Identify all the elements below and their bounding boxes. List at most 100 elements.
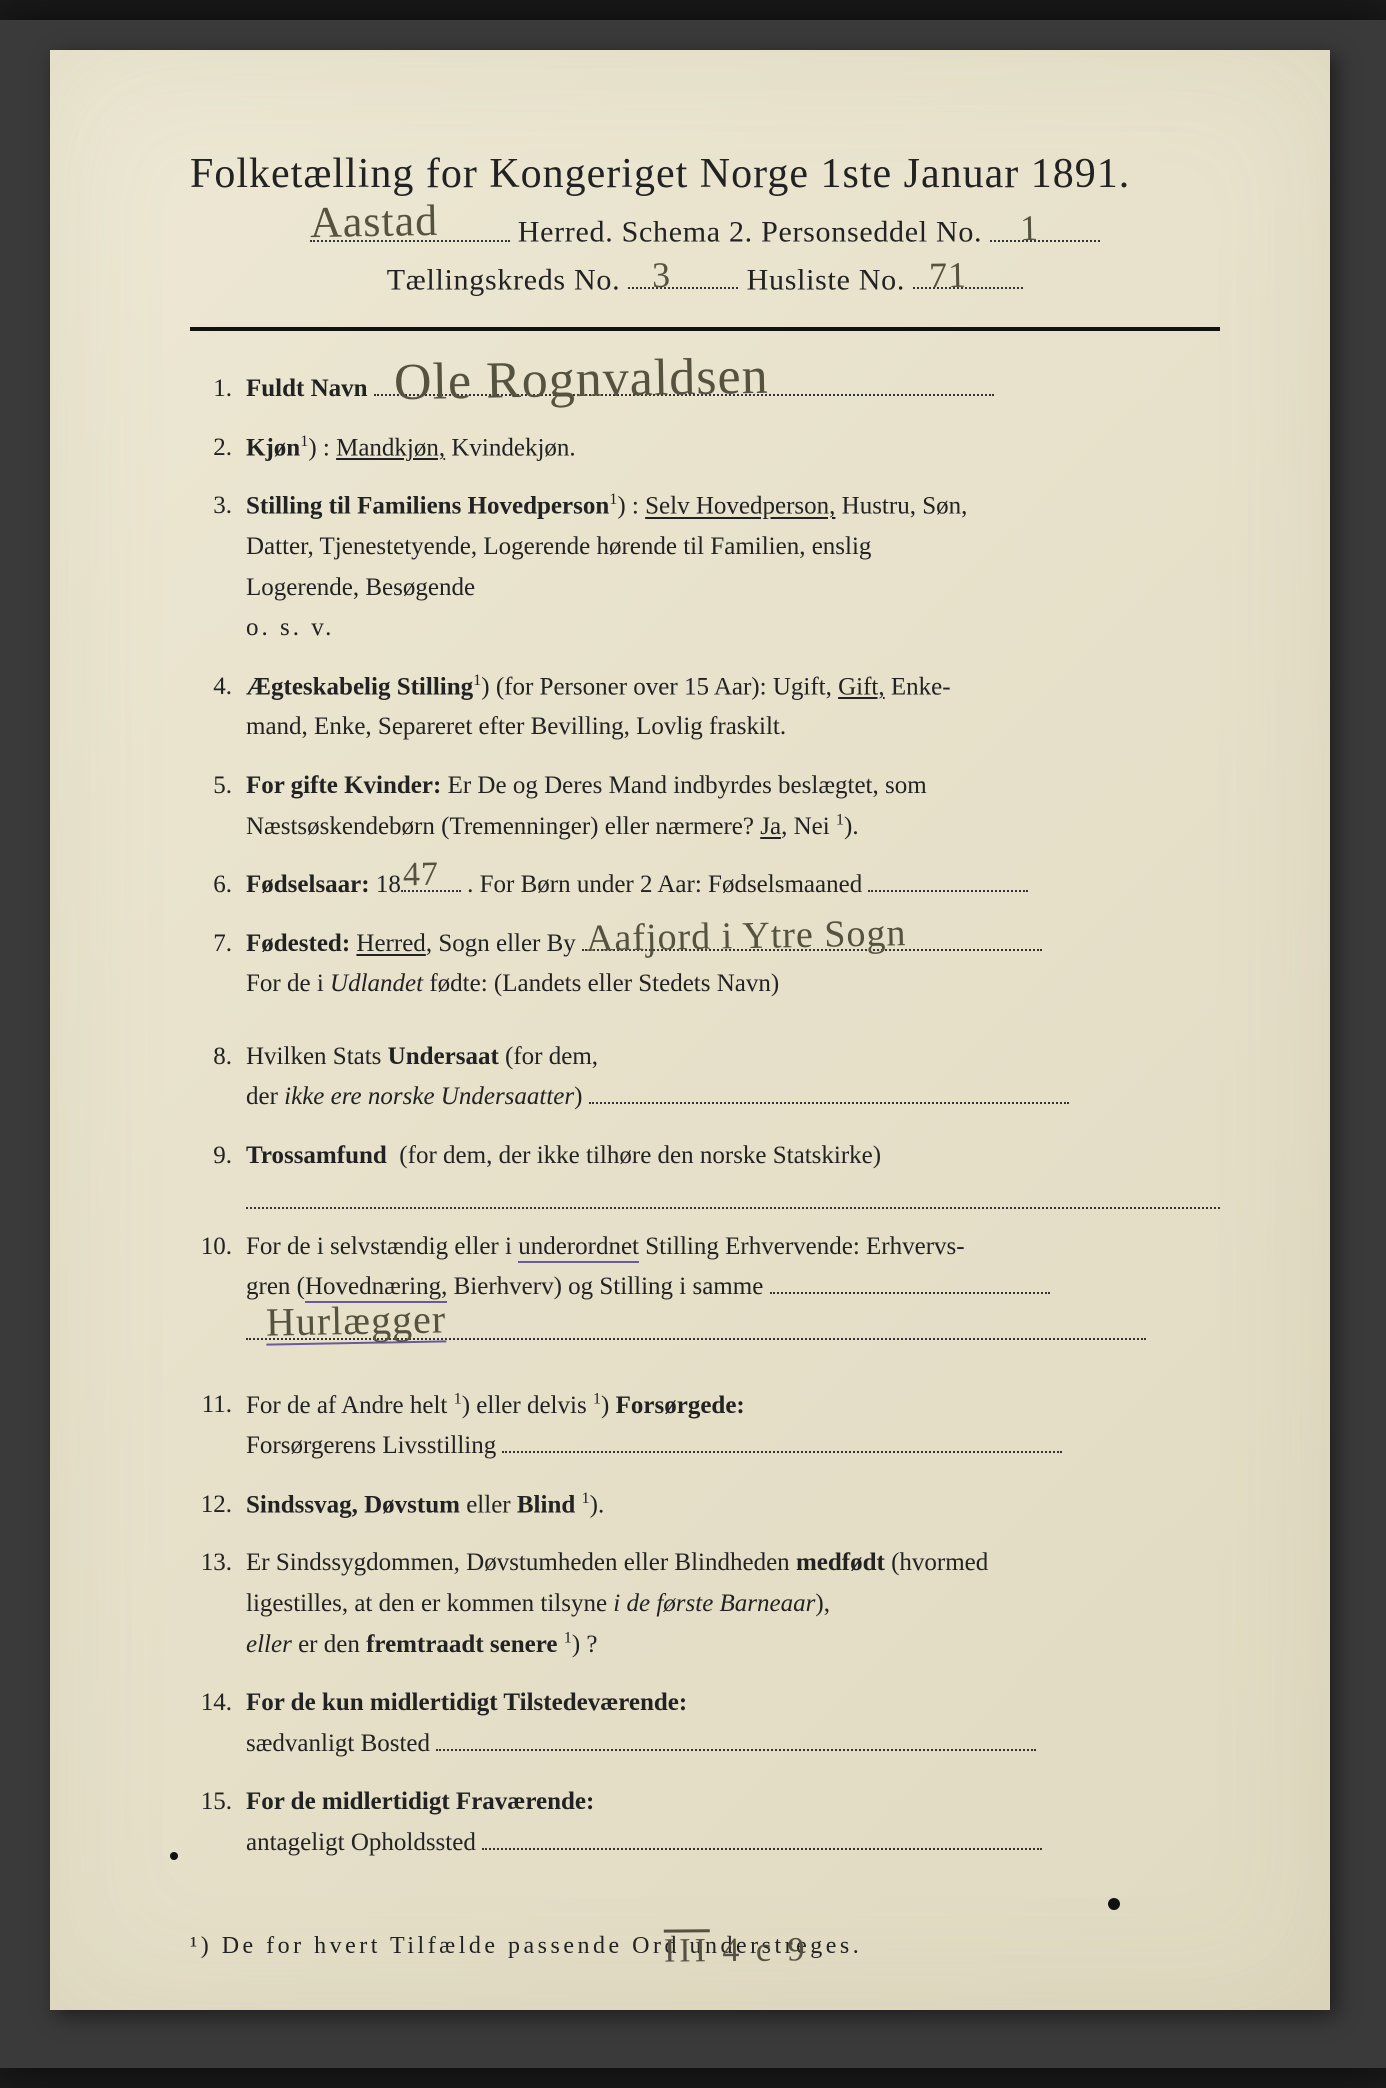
item-8: 8. Hvilken Stats Undersaat (for dem, der… xyxy=(190,1037,1220,1118)
herred-field: Aastad xyxy=(310,210,510,242)
item14-row2: sædvanligt Bosted xyxy=(246,1730,430,1757)
tallingskreds-no-hw: 3 xyxy=(652,257,672,293)
relation-underlined: Selv Hovedperson, xyxy=(645,493,835,520)
item-5: 5. For gifte Kvinder: Er De og Deres Man… xyxy=(190,766,1220,847)
herred-hw: Aastad xyxy=(309,198,438,244)
item5-row2: Næstsøskendebørn (Tremenninger) eller næ… xyxy=(246,813,859,840)
item13-row1: Er Sindssygdommen, Døvstumheden eller Bl… xyxy=(246,1549,988,1576)
title-line2-text: Herred. Schema 2. Personseddel No. xyxy=(518,216,983,249)
item11-row1: For de af Andre helt 1) eller delvis 1) … xyxy=(246,1392,745,1419)
birthplace-hw: Aafjord i Ytre Sogn xyxy=(586,914,907,958)
item8-row1: Hvilken Stats Undersaat (for dem, xyxy=(246,1043,598,1070)
item-6: 6. Fødselsaar: 1847 . For Børn under 2 A… xyxy=(190,865,1220,906)
form-items: 1. Fuldt Navn Ole Rognvaldsen 2. Kjøn1) … xyxy=(190,369,1220,1863)
husliste-no-hw: 71 xyxy=(929,257,968,294)
year-field: 47 xyxy=(401,866,461,892)
occupation-field-2: Hurlægger xyxy=(246,1314,1146,1340)
item-num-15: 15. xyxy=(190,1782,246,1863)
item-num-5: 5. xyxy=(190,766,246,847)
item8-row2: der ikke ere norske Undersaatter) xyxy=(246,1083,582,1110)
residence-field xyxy=(436,1725,1036,1751)
item-num-9: 9. xyxy=(190,1136,246,1209)
birthmonth-field xyxy=(868,866,1028,892)
label-1: Fuldt Navn xyxy=(246,375,368,402)
item-num-3: 3. xyxy=(190,486,246,648)
label-6: Fødselsaar: xyxy=(246,871,370,898)
ink-dot-icon xyxy=(1108,1898,1120,1910)
item3-row4: o. s. v. xyxy=(246,614,334,641)
provider-field xyxy=(502,1427,1062,1453)
item-3: 3. Stilling til Familiens Hovedperson1) … xyxy=(190,486,1220,648)
item-13: 13. Er Sindssygdommen, Døvstumheden elle… xyxy=(190,1543,1220,1665)
archival-mark: III 4 c 9 xyxy=(664,1931,809,1970)
item11-row2: Forsørgerens Livsstilling xyxy=(246,1432,496,1459)
year-hw: 47 xyxy=(403,858,440,893)
item-num-10: 10. xyxy=(190,1227,246,1354)
ink-dot-icon xyxy=(170,1852,178,1860)
item4-row2: mand, Enke, Separeret efter Bevilling, L… xyxy=(246,713,786,740)
item-num-14: 14. xyxy=(190,1683,246,1764)
label-5: For gifte Kvinder: xyxy=(246,772,441,799)
occupation-field-1 xyxy=(770,1268,1050,1294)
item3-row3: Logerende, Besøgende xyxy=(246,574,475,601)
item9-rest: (for dem, der ikke tilhøre den norske St… xyxy=(399,1142,881,1169)
item-9: 9. Trossamfund (for dem, der ikke tilhør… xyxy=(190,1136,1220,1209)
name-field: Ole Rognvaldsen xyxy=(374,370,994,396)
item-num-13: 13. xyxy=(190,1543,246,1665)
item15-row2: antageligt Opholdssted xyxy=(246,1829,476,1856)
item-2: 2. Kjøn1) : Mandkjøn, Kvindekjøn. xyxy=(190,428,1220,469)
item-12: 12. Sindssvag, Døvstum eller Blind 1). xyxy=(190,1485,1220,1526)
whereabouts-field xyxy=(482,1824,1042,1850)
husliste-label: Husliste No. xyxy=(747,263,905,296)
item-num-11: 11. xyxy=(190,1385,246,1466)
item5-row1: Er De og Deres Mand indbyrdes beslægtet,… xyxy=(448,772,927,799)
item-num-1: 1. xyxy=(190,369,246,410)
year-prefix: 18 xyxy=(376,871,401,898)
title-line-1: Folketælling for Kongeriget Norge 1ste J… xyxy=(190,150,1220,198)
item-7: 7. Fødested: Herred, Sogn eller By Aafjo… xyxy=(190,924,1220,1005)
name-hw: Ole Rognvaldsen xyxy=(393,351,768,410)
item13-row2: ligestilles, at den er kommen tilsyne i … xyxy=(246,1590,830,1617)
item-11: 11. For de af Andre helt 1) eller delvis… xyxy=(190,1385,1220,1466)
title-line-3: Tællingskreds No. 3 Husliste No. 71 xyxy=(190,258,1220,298)
item-num-2: 2. xyxy=(190,428,246,469)
item3-row2: Datter, Tjenestetyende, Logerende hørend… xyxy=(246,533,871,560)
tallingskreds-label: Tællingskreds No. xyxy=(387,263,621,296)
label-3: Stilling til Familiens Hovedperson xyxy=(246,493,609,520)
item7-row2: For de i Udlandet fødte: (Landets eller … xyxy=(246,970,779,997)
item10-row2: gren (Hovednæring, Bierhverv) og Stillin… xyxy=(246,1273,763,1303)
occupation-hw: Hurlægger xyxy=(266,1299,447,1345)
label-7: Fødested: xyxy=(246,930,350,957)
item14-row1: For de kun midlertidigt Tilstedeværende: xyxy=(246,1689,687,1716)
title-block: Folketælling for Kongeriget Norge 1ste J… xyxy=(190,150,1220,297)
sex-underlined: Mandkjøn, xyxy=(336,434,445,461)
husliste-no-field: 71 xyxy=(913,258,1023,290)
label-9: Trossamfund xyxy=(246,1142,387,1169)
tallingskreds-no-field: 3 xyxy=(628,258,738,290)
item13-row3: eller er den fremtraadt senere 1) ? xyxy=(246,1631,598,1658)
label-4: Ægteskabelig Stilling xyxy=(246,673,473,700)
item-4: 4. Ægteskabelig Stilling1) (for Personer… xyxy=(190,667,1220,748)
item-14: 14. For de kun midlertidigt Tilstedevære… xyxy=(190,1683,1220,1764)
item-num-6: 6. xyxy=(190,865,246,906)
divider-rule xyxy=(190,327,1220,331)
scan-background: Folketælling for Kongeriget Norge 1ste J… xyxy=(0,20,1386,2068)
birthplace-field: Aafjord i Ytre Sogn xyxy=(582,925,1042,951)
item-num-7: 7. xyxy=(190,924,246,1005)
religion-field xyxy=(246,1182,1220,1208)
title-line-2: Aastad Herred. Schema 2. Personseddel No… xyxy=(190,210,1220,250)
item-num-4: 4. xyxy=(190,667,246,748)
item-num-12: 12. xyxy=(190,1485,246,1526)
item15-row1: For de midlertidigt Fraværende: xyxy=(246,1788,594,1815)
item10-row1: For de i selvstændig eller i underordnet… xyxy=(246,1233,965,1263)
item6-mid: . For Børn under 2 Aar: Fødselsmaaned xyxy=(467,871,862,898)
item-1: 1. Fuldt Navn Ole Rognvaldsen xyxy=(190,369,1220,410)
item-10: 10. For de i selvstændig eller i underor… xyxy=(190,1227,1220,1354)
marital-underlined: Gift, xyxy=(838,673,885,700)
item-num-8: 8. xyxy=(190,1037,246,1118)
census-form-paper: Folketælling for Kongeriget Norge 1ste J… xyxy=(50,50,1330,2010)
citizen-field xyxy=(589,1078,1069,1104)
personseddel-no-hw: 1 xyxy=(1020,209,1040,245)
personseddel-no-field: 1 xyxy=(990,210,1100,242)
label-2: Kjøn xyxy=(246,434,300,461)
